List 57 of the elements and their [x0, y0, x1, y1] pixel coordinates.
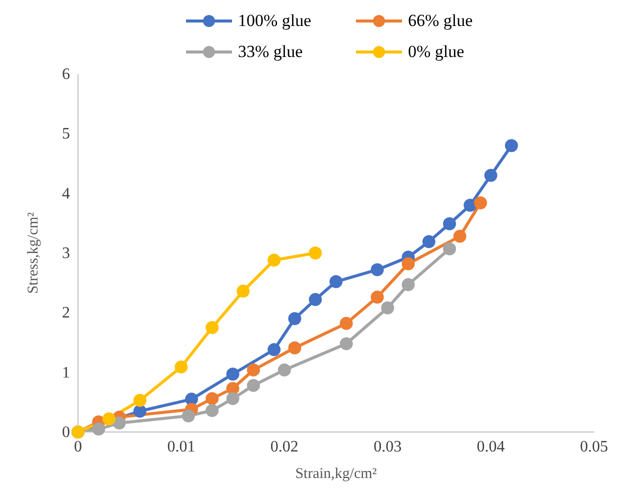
x-tick-label: 0.04: [476, 438, 505, 456]
point: [340, 337, 353, 350]
point: [226, 368, 240, 381]
point: [504, 139, 518, 152]
y-tick-label: 2: [62, 304, 70, 322]
point: [268, 254, 281, 267]
point: [288, 312, 302, 326]
legend-label: 0% glue: [408, 42, 464, 62]
y-tick-label: 4: [62, 185, 70, 202]
point: [133, 404, 146, 418]
point: [330, 275, 342, 288]
y-tick-label: 1: [62, 364, 70, 382]
y-tick-label: 3: [62, 245, 70, 262]
point: [112, 416, 126, 430]
point: [174, 360, 188, 374]
point: [268, 343, 281, 356]
x-tick-label: 0.05: [580, 438, 608, 456]
point: [206, 321, 219, 334]
x-axis-title: Strain,kg/cm²: [295, 466, 378, 482]
x-tick-label: 0.01: [167, 438, 196, 456]
point: [340, 316, 353, 330]
legend-label: 100% glue: [238, 10, 312, 30]
point: [422, 235, 436, 248]
y-tick-label: 0: [62, 424, 70, 441]
point: [370, 263, 384, 276]
point: [402, 278, 415, 292]
x-tick-label: 0.02: [270, 438, 298, 456]
point: [443, 242, 456, 256]
point: [381, 301, 394, 314]
point: [92, 422, 106, 436]
point: [288, 341, 302, 354]
point: [370, 290, 384, 304]
point: [484, 168, 498, 182]
point: [453, 230, 466, 243]
point: [206, 392, 219, 406]
point: [236, 284, 250, 298]
point: [464, 198, 477, 212]
point: [182, 409, 195, 422]
point: [308, 293, 322, 306]
y-axis-title: Stress,kg/cm²: [25, 212, 42, 294]
legend-label: 66% glue: [408, 10, 473, 30]
point: [278, 363, 291, 376]
point: [474, 196, 487, 210]
point: [246, 363, 260, 376]
point: [133, 394, 146, 407]
legend-label: 33% glue: [238, 42, 303, 62]
point: [308, 246, 322, 260]
point: [402, 257, 415, 270]
y-tick-label: 6: [62, 66, 70, 83]
point: [443, 217, 456, 230]
x-tick-label: 0.03: [374, 438, 402, 456]
point: [102, 412, 116, 426]
point: [206, 404, 219, 418]
y-tick-label: 5: [62, 126, 70, 143]
point: [246, 378, 260, 392]
point: [226, 392, 240, 406]
x-tick-label: 0: [74, 438, 82, 456]
